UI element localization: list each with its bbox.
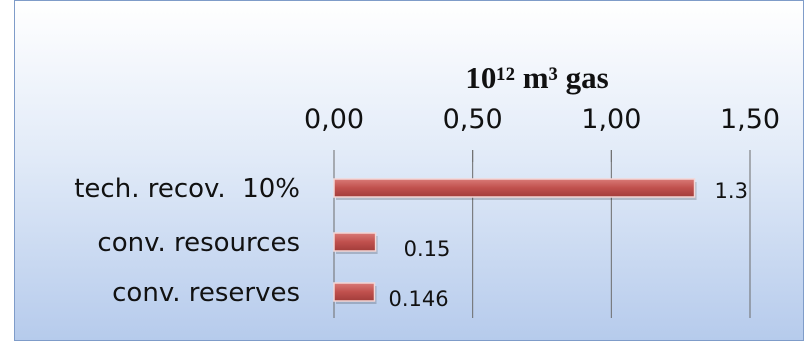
- x-tick-label: 0,00: [304, 104, 364, 135]
- data-label: 0.146: [388, 287, 448, 311]
- data-labels: 1.3 0.15 0.146: [388, 179, 747, 311]
- x-axis-ticks: 0,00 0,50 1,00 1,50: [304, 104, 780, 135]
- data-label: 1.3: [715, 179, 748, 203]
- category-label: tech. recov. 10%: [74, 174, 300, 204]
- chart-frame: [14, 0, 804, 341]
- category-label: conv. reserves: [112, 278, 300, 308]
- chart-title: 10¹² m³ gas: [465, 60, 608, 95]
- x-tick-label: 1,00: [581, 104, 641, 135]
- bar: [333, 232, 377, 252]
- data-label: 0.15: [404, 237, 451, 261]
- category-labels: tech. recov. 10% conv. resources conv. res…: [74, 174, 300, 308]
- bar: [333, 178, 696, 198]
- category-label: conv. resources: [97, 228, 300, 258]
- bar: [333, 282, 376, 302]
- bars: [333, 178, 697, 304]
- x-tick-label: 1,50: [720, 104, 780, 135]
- x-tick-label: 0,50: [443, 104, 503, 135]
